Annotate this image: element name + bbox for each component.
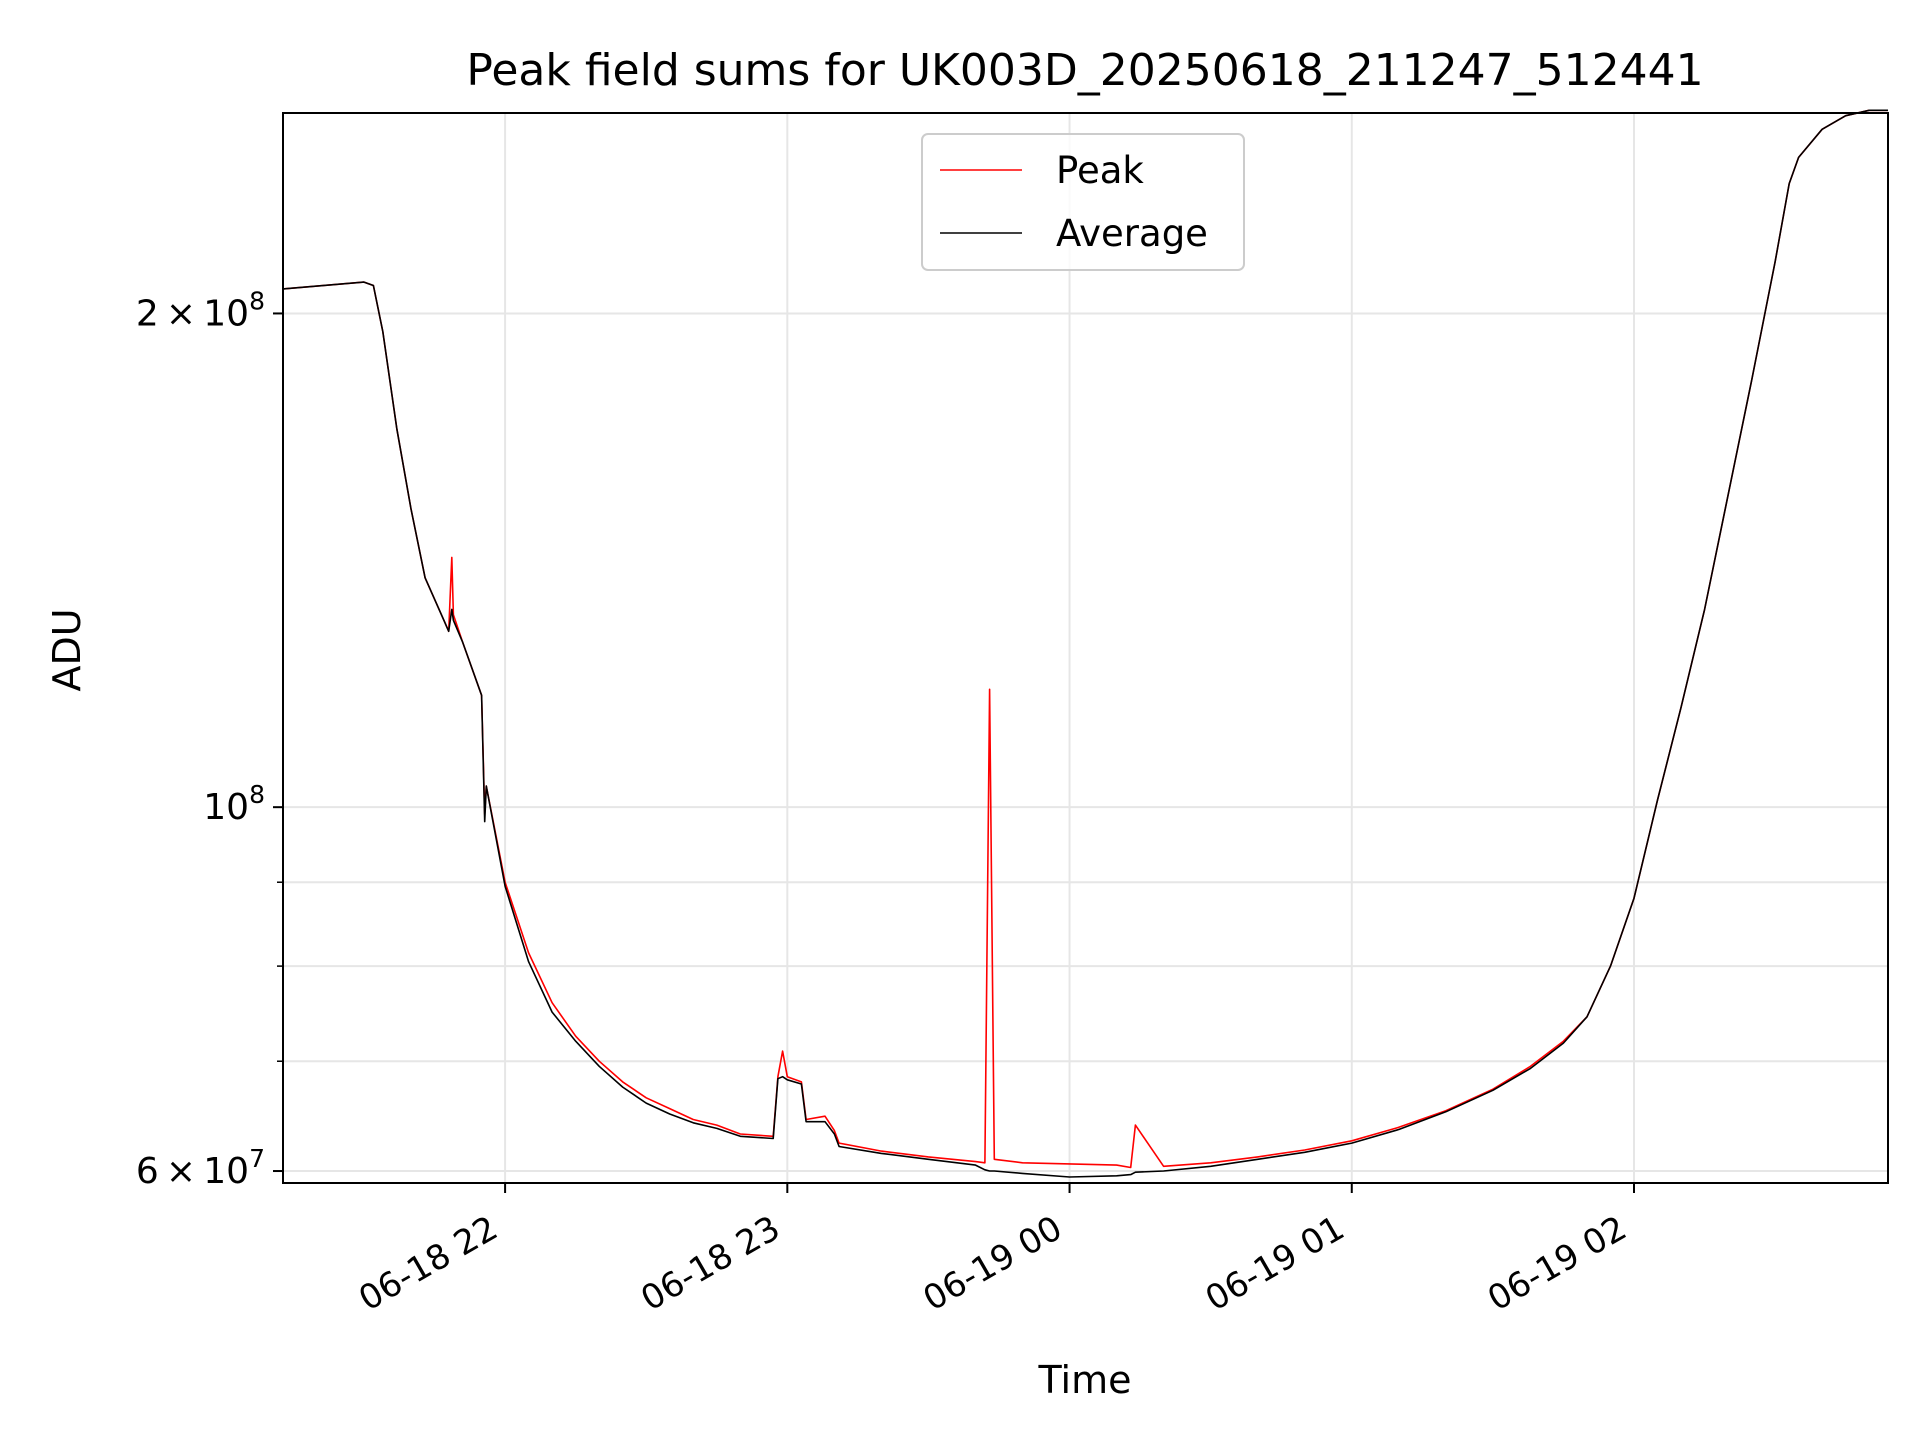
legend-label-peak: Peak bbox=[1056, 149, 1144, 192]
y-tick-label: 6 × 107 bbox=[136, 1144, 265, 1192]
plot-frame bbox=[282, 112, 1889, 1184]
series-line-average bbox=[282, 109, 1888, 1178]
grid-lines bbox=[283, 113, 1888, 1183]
y-tick-label: 108 bbox=[203, 780, 265, 828]
legend: Peak Average bbox=[921, 133, 1245, 271]
chart-title: Peak field sums for UK003D_20250618_2112… bbox=[466, 45, 1703, 96]
x-axis-label: Time bbox=[1038, 1358, 1132, 1402]
legend-box bbox=[921, 133, 1245, 271]
series-layer bbox=[282, 109, 1888, 1178]
y-tick-label: 2 × 108 bbox=[136, 286, 265, 334]
y-axis-label: ADU bbox=[45, 608, 89, 691]
legend-label-average: Average bbox=[1056, 212, 1208, 255]
